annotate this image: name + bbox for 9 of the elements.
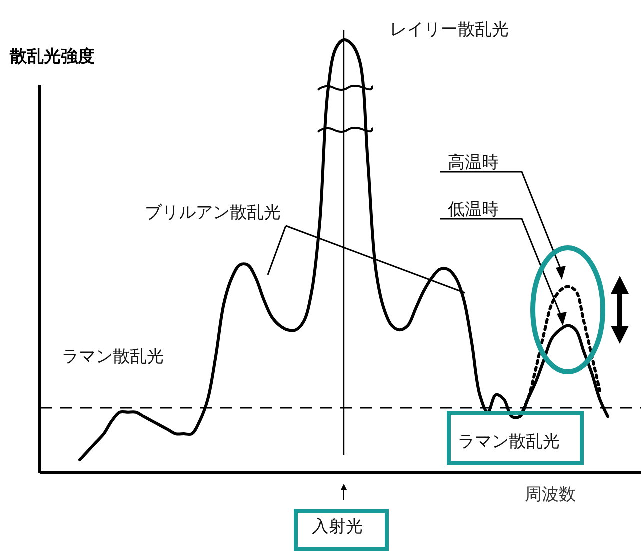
annotation: 低温時 bbox=[448, 200, 499, 220]
annotation: 高温時 bbox=[448, 153, 499, 173]
annotation: ラマン散乱光 bbox=[458, 432, 560, 452]
annotation: レイリー散乱光 bbox=[390, 20, 509, 40]
annotation: ブリルアン散乱光 bbox=[145, 203, 281, 223]
x-axis-title: 周波数 bbox=[525, 485, 576, 505]
y-axis-title: 散乱光強度 bbox=[9, 47, 95, 67]
text: 入射光 bbox=[312, 517, 363, 537]
annotation: ラマン散乱光 bbox=[62, 347, 164, 367]
